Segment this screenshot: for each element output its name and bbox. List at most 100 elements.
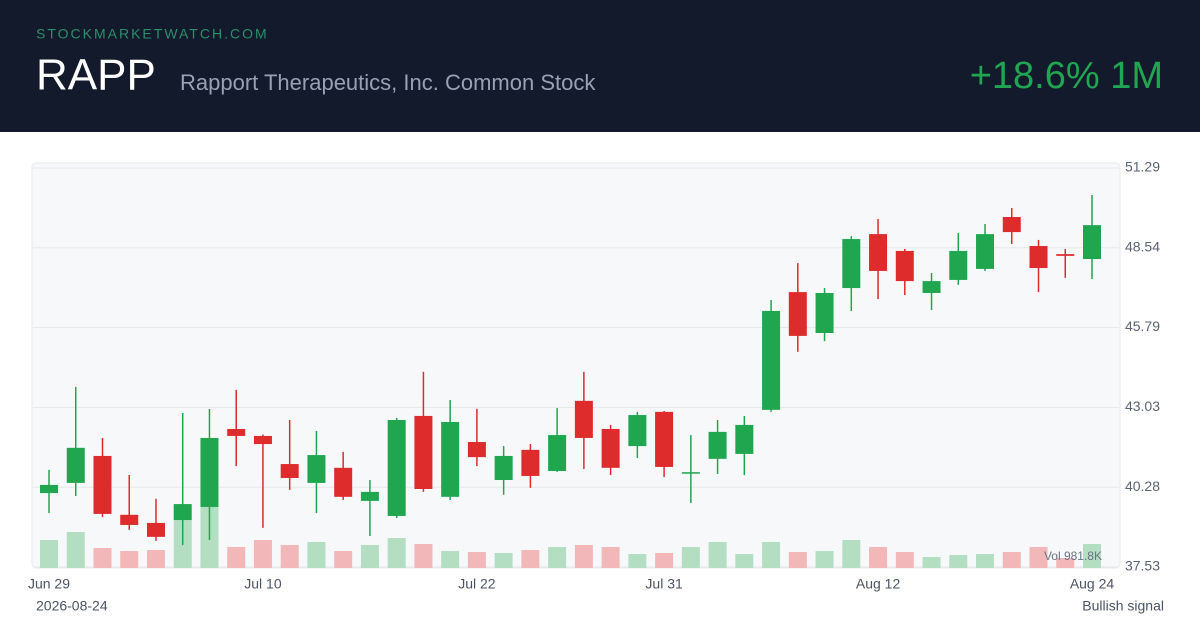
volume-bar: [762, 542, 781, 568]
volume-bar: [146, 550, 165, 568]
candle-body: [815, 292, 834, 333]
volume-bar: [387, 538, 406, 568]
volume-bar: [441, 551, 460, 568]
x-tick-label: Jul 22: [458, 576, 496, 592]
candle-body: [387, 419, 406, 516]
candle-body: [120, 514, 139, 525]
volume-bar: [949, 554, 968, 568]
volume-bar: [360, 544, 379, 568]
candle-body: [253, 435, 272, 445]
volume-bar: [842, 540, 861, 568]
plot-area: [31, 162, 1121, 569]
candle-body: [521, 449, 540, 476]
candle-body: [360, 491, 379, 501]
y-tick-label: 45.79: [1125, 318, 1160, 334]
volume-bar: [548, 546, 567, 568]
candle-body: [976, 234, 995, 269]
volume-bar: [976, 553, 995, 568]
candle-body: [762, 310, 781, 410]
volume-bar: [307, 542, 326, 568]
y-tick-label: 51.29: [1125, 159, 1160, 175]
volume-bar: [467, 552, 486, 568]
x-tick-label: Jul 10: [244, 576, 282, 592]
candle-body: [842, 239, 861, 289]
candle-body: [200, 437, 219, 507]
header-bg: [0, 0, 1200, 132]
plot: 37.53 40.28 43.03 45.79 48.54 51.29 Jun 29 Jul …: [28, 159, 1160, 592]
volume-bar: [280, 544, 299, 568]
candle-body: [66, 447, 85, 483]
y-tick-label: 43.03: [1125, 398, 1160, 414]
signal: Bullish signal: [1082, 598, 1164, 614]
candle-body: [40, 484, 58, 494]
candle-body: [1002, 217, 1021, 233]
volume-bar: [869, 546, 888, 568]
x-tick-label: Aug 24: [1070, 576, 1115, 592]
y-tick-label: 48.54: [1125, 238, 1160, 254]
site-name: STOCKMARKETWATCH.COM: [36, 26, 269, 42]
candle-body: [494, 455, 513, 481]
volume-bar: [655, 552, 674, 568]
y-tick-label: 37.53: [1125, 558, 1160, 574]
candle-body: [307, 455, 326, 483]
date: 2026-08-24: [36, 598, 108, 614]
volume-bar: [628, 553, 647, 568]
volume-bar: [1056, 558, 1075, 568]
volume-bar: [574, 544, 593, 568]
candle-body: [227, 428, 246, 436]
x-tick-label: Aug 12: [856, 576, 901, 592]
volume-bar: [120, 551, 139, 568]
y-tick-label: 40.28: [1125, 478, 1160, 494]
candle-body: [788, 292, 807, 336]
volume-bar: [601, 546, 620, 568]
candle-body: [280, 464, 299, 478]
volume-bar: [735, 553, 754, 568]
candle-body: [601, 428, 620, 468]
candle-body: [1083, 225, 1101, 260]
volume-label: Vol 981.8K: [1044, 549, 1102, 563]
volume-bar: [494, 552, 513, 568]
candle-body: [949, 250, 968, 280]
volume-bar: [708, 542, 727, 568]
candle-body: [414, 415, 433, 489]
volume-bar: [521, 550, 540, 568]
volume-bar: [93, 548, 112, 568]
x-tick-label: Jun 29: [28, 576, 70, 592]
candle-body: [173, 504, 192, 521]
volume-bar: [414, 543, 433, 568]
candle-body: [655, 411, 674, 467]
candle-body: [628, 415, 647, 447]
candle-body: [895, 250, 914, 282]
candle-body: [708, 431, 727, 459]
candle-body: [146, 522, 165, 537]
volume-bar: [1029, 546, 1048, 568]
volume-bar: [1002, 552, 1021, 568]
volume-bar: [253, 540, 272, 568]
candle-body: [681, 472, 700, 474]
candle-body: [467, 442, 486, 458]
volume-bar: [227, 546, 246, 568]
volume-bar: [788, 552, 807, 568]
candle-body: [548, 435, 567, 472]
candle-body: [1029, 246, 1048, 269]
volume-bar: [66, 532, 85, 568]
company-name: Rapport Therapeutics, Inc. Common Stock: [180, 70, 596, 95]
volume-bar: [1083, 543, 1101, 568]
ticker: RAPP: [36, 51, 156, 100]
volume-bar: [815, 551, 834, 568]
candle-body: [93, 455, 112, 514]
volume-bar: [681, 546, 700, 568]
x-tick-label: Jul 31: [645, 576, 683, 592]
volume-bar: [922, 556, 941, 568]
candle-body: [869, 234, 888, 271]
volume-bar: [40, 540, 58, 568]
volume-bar: [334, 551, 353, 568]
candle-body: [441, 422, 460, 497]
candle-body: [1056, 254, 1075, 256]
candle-body: [735, 424, 754, 454]
candle-body: [574, 400, 593, 438]
candle-body: [922, 281, 941, 293]
volume-bar: [895, 552, 914, 568]
change: +18.6% 1M: [970, 55, 1163, 97]
